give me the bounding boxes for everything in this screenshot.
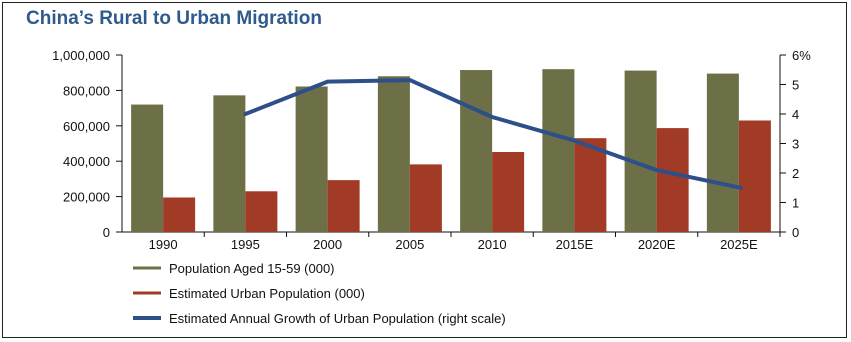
legend-label: Estimated Annual Growth of Urban Populat… [169, 311, 506, 326]
bar-urban-population [738, 120, 771, 232]
left-axis-tick-label: 200,000 [63, 190, 110, 205]
bar-urban-population [656, 128, 689, 232]
x-axis-tick-label: 1990 [149, 237, 178, 252]
bar-urban-population [574, 138, 607, 232]
right-axis-tick-label: 6% [792, 48, 811, 63]
bar-population-aged [131, 104, 164, 232]
bar-urban-population [245, 191, 278, 232]
left-axis-tick-label: 0 [103, 225, 110, 240]
chart-title: China’s Rural to Urban Migration [26, 8, 322, 29]
bar-urban-population [163, 197, 196, 232]
x-axis-tick-label: 2015E [556, 237, 594, 252]
bar-urban-population [327, 180, 360, 232]
right-axis-tick-label: 5 [792, 78, 799, 93]
bar-population-aged [706, 73, 739, 233]
left-axis-tick-label: 800,000 [63, 83, 110, 98]
right-axis-tick-label: 2 [792, 166, 799, 181]
x-axis-tick-label: 2000 [313, 237, 342, 252]
bar-population-aged [213, 95, 246, 232]
bar-population-aged [295, 86, 328, 232]
left-axis-tick-label: 1,000,000 [52, 48, 110, 63]
x-axis-tick-label: 2010 [478, 237, 507, 252]
bar-urban-population [409, 164, 442, 232]
right-axis-tick-label: 1 [792, 196, 799, 211]
legend-label: Estimated Urban Population (000) [169, 286, 365, 301]
legend-label: Population Aged 15-59 (000) [169, 261, 335, 276]
right-axis-tick-label: 3 [792, 137, 799, 152]
left-axis-tick-label: 600,000 [63, 119, 110, 134]
bar-population-aged [377, 76, 410, 233]
bar-population-aged [624, 70, 657, 233]
bar-urban-population [492, 151, 525, 232]
x-axis-tick-label: 2020E [638, 237, 676, 252]
x-axis-tick-label: 2005 [395, 237, 424, 252]
right-axis-tick-label: 0 [792, 225, 799, 240]
left-axis-tick-label: 400,000 [63, 154, 110, 169]
right-axis-tick-label: 4 [792, 107, 799, 122]
bar-population-aged [542, 69, 575, 232]
x-axis-tick-label: 2025E [720, 237, 758, 252]
x-axis-tick-label: 1995 [231, 237, 260, 252]
bar-population-aged [460, 70, 493, 232]
